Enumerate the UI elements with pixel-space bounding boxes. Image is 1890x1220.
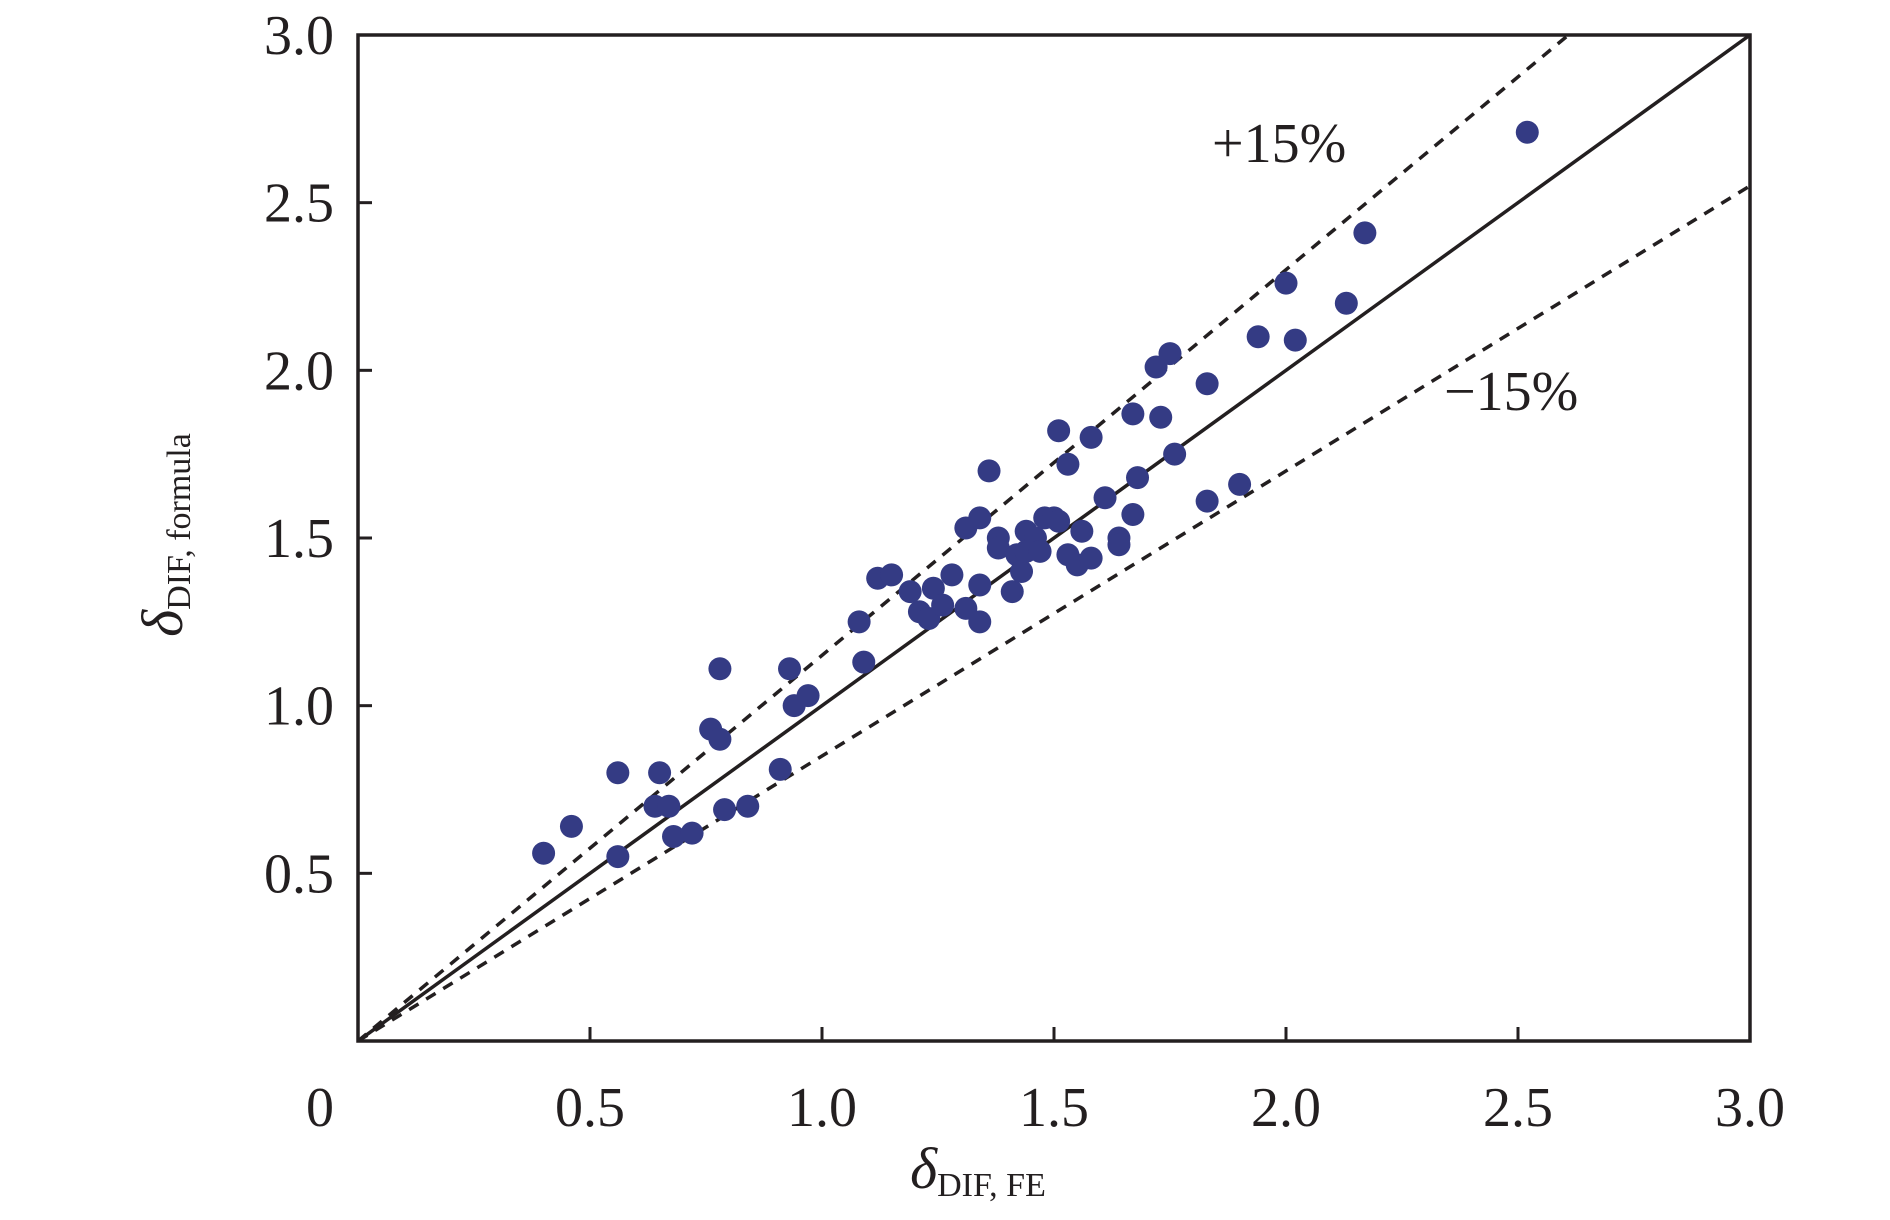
data-point bbox=[606, 845, 630, 869]
data-point bbox=[736, 794, 760, 818]
x-tick-label: 1.0 bbox=[787, 1077, 857, 1139]
y-tick-label: 2.0 bbox=[264, 340, 334, 402]
reference-lines bbox=[358, 35, 1750, 1041]
data-point bbox=[532, 841, 556, 865]
data-point bbox=[1334, 291, 1358, 315]
y-tick-label: 3.0 bbox=[264, 5, 334, 67]
data-point bbox=[768, 757, 792, 781]
minus-15-percent-label: −15% bbox=[1444, 361, 1578, 423]
data-point bbox=[1163, 442, 1187, 466]
data-point bbox=[606, 761, 630, 785]
data-point bbox=[657, 794, 681, 818]
x-tick-label: 0.5 bbox=[555, 1077, 625, 1139]
data-point bbox=[1283, 328, 1307, 352]
data-points bbox=[532, 120, 1539, 869]
plus-15-percent-label: +15% bbox=[1212, 113, 1346, 175]
x-tick-label: 0 bbox=[306, 1077, 334, 1139]
data-point bbox=[778, 657, 802, 681]
data-point bbox=[847, 610, 871, 634]
data-point bbox=[1195, 489, 1219, 513]
data-point bbox=[1047, 419, 1071, 443]
data-point bbox=[1515, 120, 1539, 144]
plus-15-line bbox=[358, 35, 1572, 1041]
data-point bbox=[1056, 452, 1080, 476]
data-point bbox=[1121, 402, 1145, 426]
data-point bbox=[940, 563, 964, 587]
data-point bbox=[1028, 539, 1052, 563]
data-point bbox=[968, 506, 992, 530]
data-point bbox=[662, 824, 686, 848]
data-point bbox=[898, 580, 922, 604]
data-point bbox=[796, 684, 820, 708]
data-point bbox=[852, 650, 876, 674]
data-point bbox=[1121, 503, 1145, 527]
y-tick-label: 1.0 bbox=[264, 676, 334, 738]
data-point bbox=[968, 610, 992, 634]
x-tick-label: 3.0 bbox=[1715, 1077, 1785, 1139]
tick-labels: 0 0.5 1.0 1.5 2.0 2.5 3.0 0.5 1.0 1.5 2.0 2.5 3.0 bbox=[264, 5, 1785, 1139]
data-point bbox=[1079, 546, 1103, 570]
data-point bbox=[708, 727, 732, 751]
data-point bbox=[977, 459, 1001, 483]
data-point bbox=[880, 563, 904, 587]
data-point bbox=[1149, 405, 1173, 429]
data-point bbox=[986, 536, 1010, 560]
data-point bbox=[1126, 466, 1150, 490]
data-point bbox=[1070, 519, 1094, 543]
data-point bbox=[1010, 560, 1034, 584]
data-point bbox=[1274, 271, 1298, 295]
data-point bbox=[1195, 372, 1219, 396]
y-tick-label: 0.5 bbox=[264, 843, 334, 905]
data-point bbox=[680, 821, 704, 845]
y-tick-label: 1.5 bbox=[264, 508, 334, 570]
data-point bbox=[1246, 325, 1270, 349]
data-point bbox=[1093, 486, 1117, 510]
data-point bbox=[968, 573, 992, 597]
data-point bbox=[713, 798, 737, 822]
x-tick-label: 2.5 bbox=[1483, 1077, 1553, 1139]
data-point bbox=[1047, 509, 1071, 533]
data-point bbox=[1107, 533, 1131, 557]
data-point bbox=[1079, 425, 1103, 449]
data-point bbox=[708, 657, 732, 681]
data-point bbox=[1158, 342, 1182, 366]
axis-ticks bbox=[358, 201, 1520, 1041]
minus-15-line bbox=[358, 184, 1750, 1041]
data-point bbox=[1353, 221, 1377, 245]
data-point bbox=[648, 761, 672, 785]
data-point bbox=[1000, 580, 1024, 604]
y-axis-label: δDIF, formula bbox=[130, 433, 198, 637]
data-point bbox=[559, 814, 583, 838]
data-point bbox=[1228, 472, 1252, 496]
x-axis-label: δDIF, FE bbox=[910, 1136, 1046, 1204]
x-tick-label: 2.0 bbox=[1251, 1077, 1321, 1139]
identity-line bbox=[358, 35, 1750, 1041]
data-point bbox=[921, 576, 945, 600]
y-tick-label: 2.5 bbox=[264, 173, 334, 235]
x-tick-label: 1.5 bbox=[1019, 1077, 1089, 1139]
data-point bbox=[931, 593, 955, 617]
